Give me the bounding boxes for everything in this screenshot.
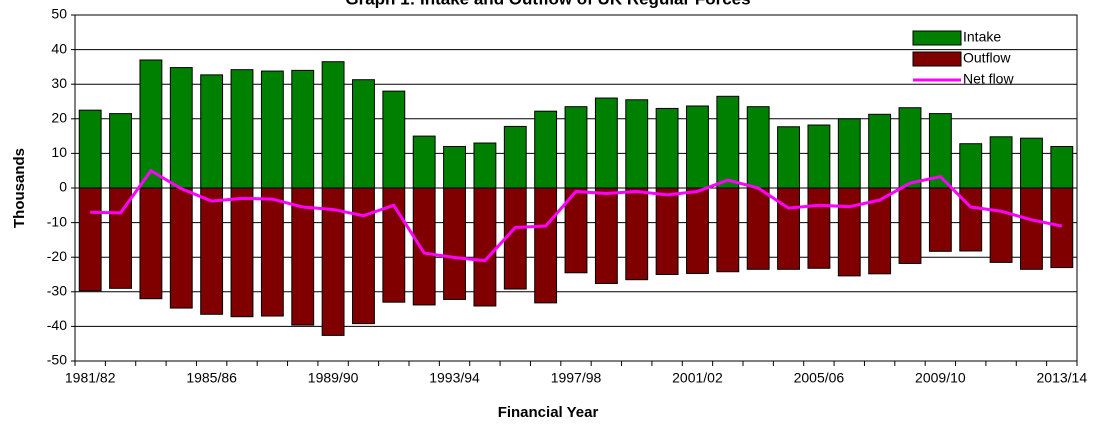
bar [260,187,284,317]
bar [594,97,618,189]
bar [777,187,800,270]
y-tick-label: 20 [51,110,67,126]
bar [655,187,679,275]
bar [382,90,406,189]
bar [1050,187,1074,269]
bar [200,187,224,315]
y-tick-label: -30 [47,283,67,299]
bar [200,74,224,189]
bar [321,61,345,189]
bar [78,109,102,189]
bar [503,125,527,189]
bar [625,99,649,189]
bar [473,142,497,189]
bar [959,143,983,189]
bar [837,118,861,189]
bar [989,136,1013,189]
bar [837,187,861,277]
bar [139,187,163,300]
bar [868,113,892,189]
bar [352,187,375,325]
bar [686,187,709,274]
x-tick-label: 1989/90 [308,370,359,386]
bar [625,187,649,281]
bar [78,187,102,292]
legend-swatch [912,51,962,67]
y-tick-label: -20 [47,248,67,264]
x-axis-title: Financial Year [498,404,599,421]
legend-label: Net flow [963,71,1014,87]
bar [564,106,588,189]
bar [868,187,892,275]
x-tick-label: 1981/82 [65,370,116,386]
y-axis-title: Thousands [11,148,28,228]
y-tick-label: -40 [47,317,67,333]
x-tick-label: 1997/98 [551,370,602,386]
bar [716,95,740,189]
bar [594,187,618,284]
legend-label: Outflow [963,50,1011,66]
x-tick-label: 1985/86 [186,370,237,386]
bar [412,135,436,189]
bar [534,187,558,304]
bar [898,187,922,264]
x-tick-label: 2005/06 [794,370,845,386]
bar [169,67,193,189]
bar [777,126,800,189]
chart-title: Graph 1: Intake and Outflow of UK Regula… [345,0,750,8]
y-tick-label: 30 [51,75,67,91]
bar [807,187,831,269]
bar [746,187,770,270]
bar [1020,187,1043,270]
bar [807,124,831,189]
bar [291,187,315,326]
bar [686,105,709,189]
bar [928,187,952,252]
x-tick-label: 1993/94 [429,370,480,386]
bar [230,69,254,189]
bar [989,187,1013,263]
bar [1020,137,1043,189]
legend-swatch [912,30,962,46]
bar [260,70,284,189]
y-tick-label: 40 [51,40,67,56]
y-tick-label: 50 [51,6,67,22]
bar [655,107,679,189]
line [90,168,1063,263]
bar [959,187,983,252]
bar [1050,145,1074,189]
bar [139,59,163,189]
legend-label: Intake [963,29,1001,45]
y-tick-label: 0 [59,179,67,195]
y-tick-label: -50 [47,352,67,368]
bar [109,113,132,189]
x-tick-label: 2001/02 [672,370,723,386]
bar [352,79,375,189]
x-tick-label: 2009/10 [915,370,966,386]
bar [716,187,740,273]
bar [898,107,922,189]
bar [443,187,466,300]
bar [534,110,558,189]
bar [230,187,254,318]
bar [564,187,588,274]
y-tick-label: 10 [51,144,67,160]
bar [443,145,466,189]
x-tick-label: 2013/14 [1037,370,1088,386]
plot-frame [74,14,1078,362]
bar [746,106,770,189]
bar [321,187,345,336]
bar [503,187,527,290]
bar [412,187,436,306]
y-tick-label: -10 [47,213,67,229]
bar [473,187,497,307]
bar [169,187,193,309]
bar [291,69,315,189]
